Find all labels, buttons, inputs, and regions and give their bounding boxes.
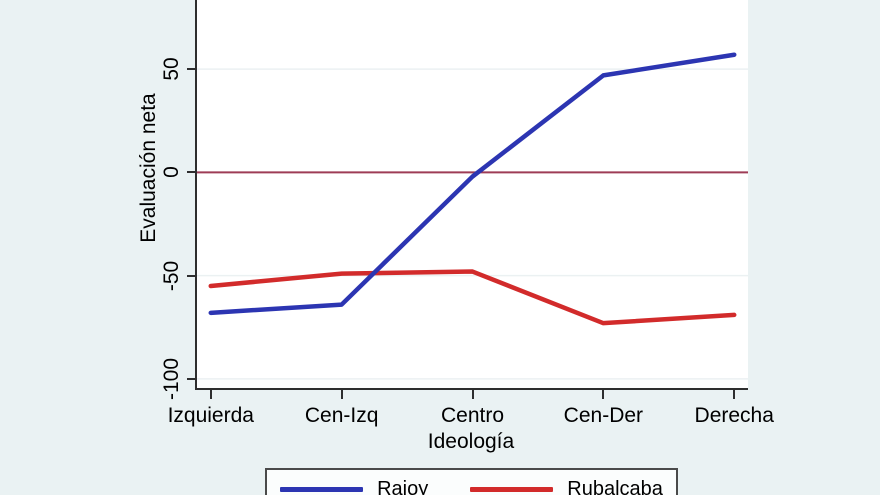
legend-label: Rajoy bbox=[377, 478, 429, 495]
y-axis-title: Evaluación neta bbox=[137, 93, 160, 243]
legend-swatch-rajoy bbox=[280, 487, 364, 492]
series-line-rajoy bbox=[208, 52, 737, 316]
plot-region bbox=[195, 0, 748, 390]
y-tick-mark bbox=[187, 377, 195, 380]
legend-swatch-rubalcaba bbox=[470, 487, 554, 492]
x-tick-mark bbox=[602, 390, 605, 399]
y-tick-mark bbox=[187, 68, 195, 71]
x-tick-label: Centro bbox=[440, 404, 505, 427]
y-tick-mark bbox=[187, 171, 195, 174]
legend: Rajoy Rubalcaba bbox=[265, 468, 678, 495]
x-tick-label: Derecha bbox=[694, 404, 774, 427]
x-tick-mark bbox=[733, 390, 736, 399]
x-tick-label: Izquierda bbox=[167, 404, 254, 427]
y-tick-label: -50 bbox=[160, 260, 183, 291]
legend-item-rajoy: Rajoy bbox=[280, 479, 428, 495]
legend-label: Rubalcaba bbox=[567, 478, 663, 495]
x-tick-mark bbox=[471, 390, 474, 399]
y-tick-label: -100 bbox=[160, 357, 183, 400]
series-line-rubalcaba bbox=[208, 269, 737, 326]
x-tick-label: Cen-Der bbox=[563, 404, 644, 427]
x-tick-mark bbox=[209, 390, 212, 399]
y-tick-mark bbox=[187, 274, 195, 277]
legend-item-rubalcaba: Rubalcaba bbox=[470, 479, 663, 495]
x-axis-title: Ideología bbox=[427, 430, 515, 453]
y-tick-label: 50 bbox=[160, 57, 183, 81]
plot-canvas bbox=[197, 52, 748, 380]
x-tick-label: Cen-Izq bbox=[304, 404, 379, 427]
y-tick-label: 0 bbox=[160, 166, 183, 179]
x-tick-mark bbox=[340, 390, 343, 399]
